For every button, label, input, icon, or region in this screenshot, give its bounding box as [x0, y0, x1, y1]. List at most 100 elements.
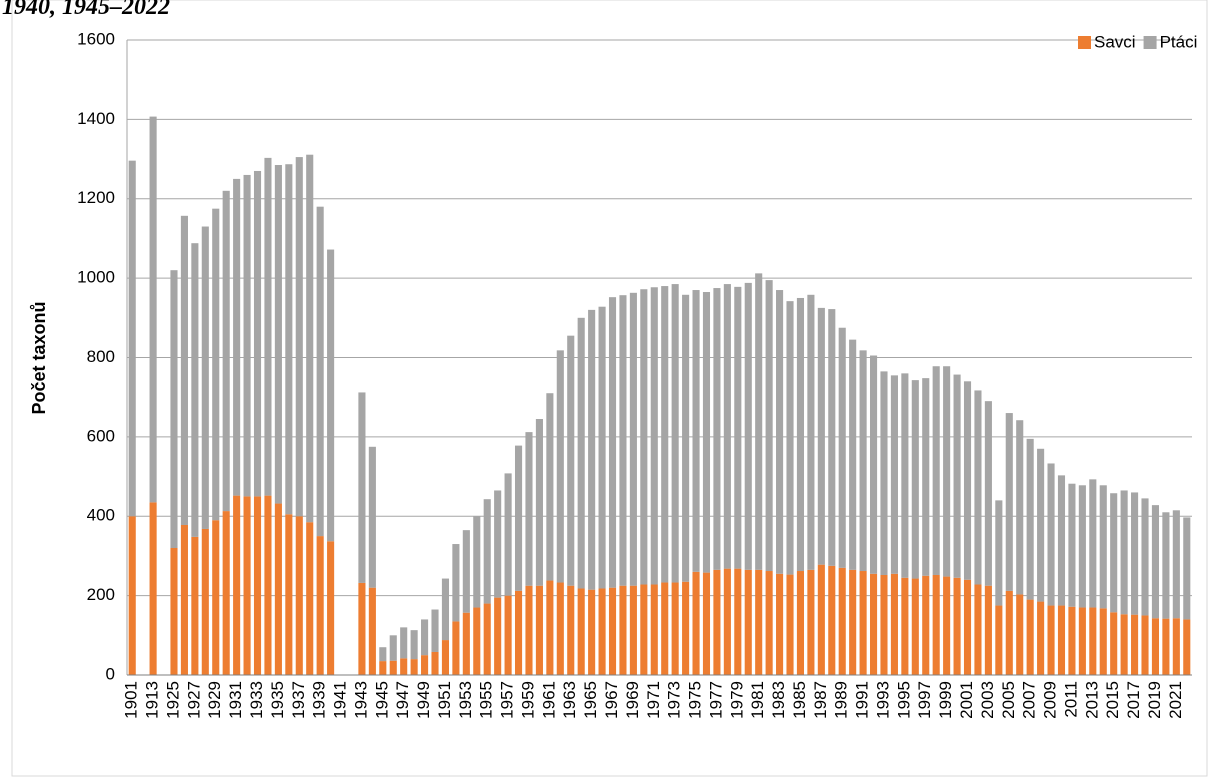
bar-segment [264, 157, 272, 496]
x-tick-label: 2019 [1145, 681, 1164, 719]
bar-segment [1099, 608, 1107, 675]
bar-segment [755, 569, 763, 675]
bar-segment [890, 573, 898, 675]
bar-segment [149, 502, 157, 675]
bar-segment [191, 536, 199, 675]
bar-segment [577, 588, 585, 675]
bar-segment [546, 393, 554, 581]
bar-segment [295, 157, 303, 517]
bar-segment [849, 569, 857, 675]
bar-segment [984, 401, 992, 586]
x-tick-label: 2017 [1124, 681, 1143, 719]
bar-segment [776, 290, 784, 574]
bar-segment [702, 572, 711, 675]
bar-segment [1005, 590, 1013, 675]
bar-segment [567, 585, 575, 675]
bar-segment [984, 585, 992, 675]
bar-segment [222, 511, 230, 675]
bar-segment [869, 573, 878, 675]
bar-segment [1057, 475, 1066, 606]
y-tick-label: 200 [87, 585, 115, 604]
x-tick-label: 1941 [331, 681, 350, 719]
bar-segment [525, 432, 533, 586]
bar-segment [588, 589, 596, 675]
bar-segment [723, 284, 731, 569]
bar-segment [421, 655, 429, 675]
y-tick-label: 600 [87, 426, 115, 445]
bar-segment [1099, 485, 1107, 609]
y-tick-label: 1600 [77, 29, 115, 48]
y-tick-label: 400 [87, 506, 115, 525]
bar-segment [201, 226, 209, 529]
x-tick-label: 1963 [560, 681, 579, 719]
bar-segment [890, 375, 898, 574]
bar-segment [713, 569, 721, 675]
bar-segment [692, 571, 700, 675]
bar-segment [483, 499, 491, 604]
bar-segment [1005, 413, 1013, 591]
legend-label: Ptáci [1160, 32, 1198, 51]
bar-segment [1110, 493, 1118, 613]
bar-segment [807, 569, 815, 675]
bar-segment [859, 350, 867, 572]
x-tick-label: 1979 [727, 681, 746, 719]
x-tick-label: 1935 [268, 681, 287, 719]
x-tick-label: 2011 [1061, 681, 1080, 718]
bar-segment [514, 590, 523, 675]
x-tick-label: 2021 [1166, 681, 1185, 719]
x-tick-label: 1929 [205, 681, 224, 719]
bar-segment [285, 514, 293, 675]
bar-segment [327, 249, 335, 542]
bar-segment [1183, 619, 1191, 675]
bar-segment [233, 178, 241, 496]
bar-segment [932, 574, 940, 675]
bar-segment [629, 292, 637, 586]
bar-segment [901, 373, 909, 578]
bar-segment [379, 647, 387, 662]
bar-segment [1078, 485, 1086, 608]
y-tick-label: 0 [106, 664, 115, 683]
bar-segment [1026, 438, 1034, 600]
bar-segment [494, 597, 502, 675]
bar-segment [1037, 601, 1045, 675]
bar-segment [880, 371, 888, 575]
bar-segment [1162, 618, 1170, 675]
bar-segment [807, 294, 815, 570]
bar-segment [535, 585, 543, 675]
bar-segment [744, 569, 752, 675]
bar-segment [995, 500, 1003, 606]
bar-segment [974, 390, 982, 585]
bar-segment [911, 380, 919, 579]
x-tick-label: 1951 [435, 681, 454, 719]
bar-segment [838, 567, 846, 675]
bar-segment [1172, 618, 1180, 675]
bar-segment [473, 607, 481, 675]
x-tick-label: 1933 [247, 681, 266, 719]
bar-segment [943, 366, 951, 577]
x-tick-label: 1947 [393, 681, 412, 719]
x-tick-label: 2009 [1041, 681, 1060, 719]
legend-label: Savci [1094, 32, 1136, 51]
x-tick-label: 1991 [853, 681, 872, 719]
x-tick-label: 1925 [163, 681, 182, 719]
bar-segment [525, 585, 533, 675]
bar-segment [974, 584, 982, 675]
bar-segment [922, 378, 930, 576]
bar-segment [327, 541, 335, 675]
x-tick-label: 1939 [310, 681, 329, 719]
bar-segment [671, 284, 679, 583]
bar-segment [212, 208, 220, 521]
x-tick-label: 1969 [623, 681, 642, 719]
x-tick-label: 1927 [184, 681, 203, 719]
bar-segment [650, 584, 658, 675]
x-tick-label: 2015 [1103, 681, 1122, 719]
bar-segment [598, 306, 606, 589]
bar-segment [1172, 510, 1180, 619]
bar-segment [514, 445, 523, 591]
bar-segment [316, 536, 324, 675]
x-tick-label: 1945 [372, 681, 391, 719]
x-tick-label: 1987 [811, 681, 830, 719]
x-tick-label: 1965 [581, 681, 600, 719]
bar-segment [368, 587, 376, 675]
bar-segment [1141, 615, 1149, 675]
